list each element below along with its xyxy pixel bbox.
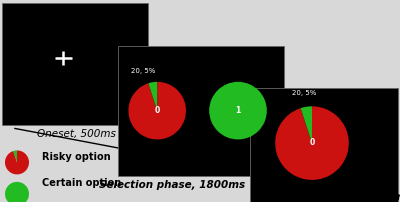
Text: Oneset, 500ms: Oneset, 500ms	[36, 128, 116, 138]
Wedge shape	[209, 82, 267, 140]
Text: 0: 0	[154, 105, 160, 114]
Wedge shape	[5, 151, 29, 175]
Text: 20, 5%: 20, 5%	[292, 90, 317, 96]
Wedge shape	[275, 107, 349, 180]
Wedge shape	[148, 82, 157, 111]
Text: 0: 0	[309, 137, 315, 146]
Wedge shape	[13, 151, 17, 163]
Text: Feedback phase, 500ms: Feedback phase, 500ms	[270, 191, 400, 201]
Wedge shape	[128, 82, 186, 140]
Text: 20, 5%: 20, 5%	[131, 68, 155, 74]
Text: Selection phase, 1800ms: Selection phase, 1800ms	[99, 179, 245, 189]
Wedge shape	[301, 107, 312, 143]
Text: Risky option: Risky option	[42, 152, 111, 162]
Text: Certain option: Certain option	[42, 177, 121, 187]
Bar	[250, 89, 398, 202]
Bar	[118, 46, 284, 176]
Wedge shape	[5, 182, 29, 202]
Bar	[2, 4, 148, 125]
Text: 1: 1	[235, 105, 241, 114]
